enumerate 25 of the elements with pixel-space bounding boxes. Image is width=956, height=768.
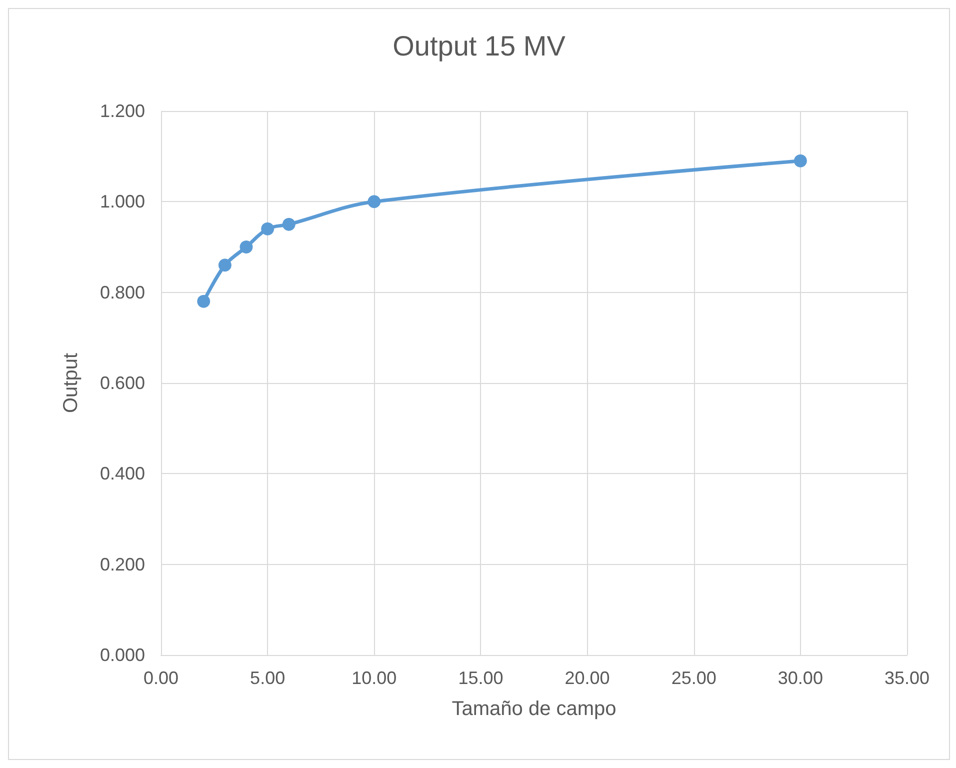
point: [218, 258, 232, 272]
y-tick-label: 0.600: [100, 373, 145, 393]
point: [261, 222, 274, 236]
x-tick-label: 10.00: [352, 668, 397, 688]
point: [368, 195, 381, 208]
x-tick-label: 25.00: [671, 668, 716, 688]
y-tick-label: 1.000: [100, 192, 145, 212]
y-tick-label: 0.400: [100, 464, 145, 484]
x-tick-label: 30.00: [778, 668, 823, 688]
y-tick-label: 0.800: [100, 282, 145, 302]
point: [240, 240, 253, 254]
y-axis-title: Output: [60, 352, 82, 414]
y-tick-label: 1.200: [100, 101, 145, 121]
y-tick-label: 0.000: [100, 645, 145, 665]
chart-title: Output 15 MV: [392, 30, 566, 62]
y-tick-label: 0.200: [100, 554, 145, 574]
x-tick-label: 5.00: [250, 668, 286, 688]
point: [282, 218, 296, 231]
point: [794, 154, 807, 168]
x-tick-label: 35.00: [884, 668, 930, 688]
x-axis-title: Tamaño de campo: [452, 698, 616, 720]
x-tick-label: 15.00: [458, 668, 504, 688]
x-tick-label: 20.00: [564, 668, 610, 688]
point: [197, 294, 210, 308]
x-tick-label: 0.00: [143, 668, 179, 688]
